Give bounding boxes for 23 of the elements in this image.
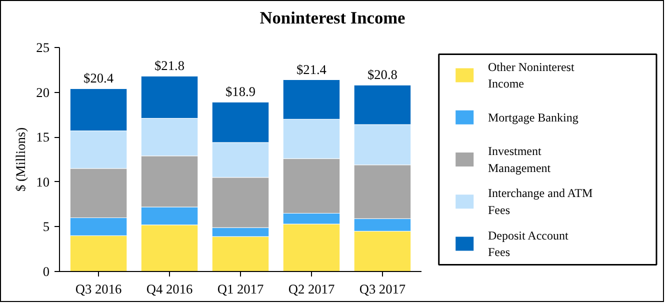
legend-label: Mortgage Banking — [488, 110, 578, 124]
total-label: $21.4 — [296, 62, 327, 77]
x-tick-label: Q4 2016 — [146, 282, 193, 296]
legend-label: Other Noninterest Income — [488, 60, 575, 91]
x-tick-label: Q3 2017 — [359, 282, 406, 296]
x-tick-label: Q1 2017 — [217, 282, 264, 296]
y-tick-label: 5 — [42, 219, 50, 234]
total-label: $21.8 — [154, 58, 185, 74]
y-tick-label: 10 — [36, 174, 50, 190]
total-label: $20.8 — [367, 67, 398, 82]
y-tick-label: 15 — [36, 130, 50, 145]
y-tick-label: 0 — [42, 264, 50, 279]
x-tick-label: Q3 2016 — [75, 282, 122, 296]
legend-label: Investment Management — [488, 144, 552, 175]
y-axis-title: $ (Millions) — [13, 127, 28, 192]
x-tick-label: Q2 2017 — [288, 282, 335, 296]
legend-label: Deposit Account Fees — [488, 228, 569, 260]
total-label: $18.9 — [226, 84, 256, 100]
total-label: $20.4 — [84, 70, 114, 86]
chart-title: Noninterest Income — [260, 8, 406, 28]
y-tick-label: 20 — [36, 84, 50, 100]
legend-label: Interchange and ATM Fees — [488, 186, 593, 218]
y-tick-label: 25 — [36, 40, 50, 55]
